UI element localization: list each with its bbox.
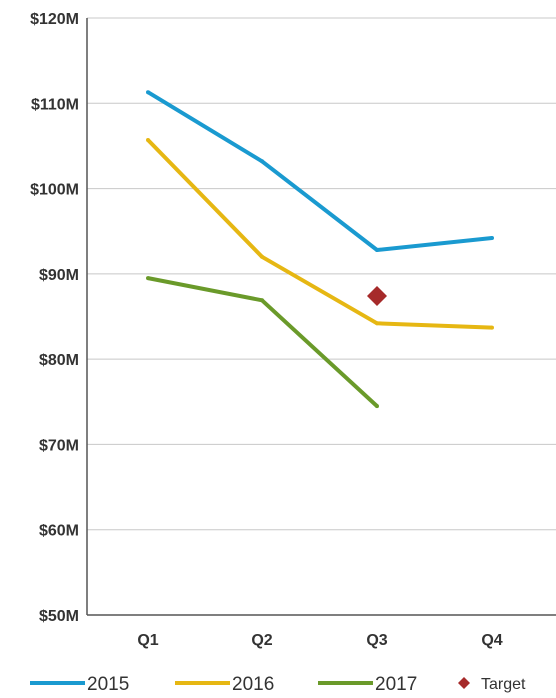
legend: 2015 2016 2017 Target — [30, 674, 526, 695]
y-tick-labels: $50M $60M $70M $80M $90M $100M $110M $120M — [30, 11, 79, 625]
y-tick-label: $60M — [39, 523, 79, 540]
legend-swatch-target — [458, 677, 470, 689]
target-markers — [367, 286, 387, 307]
x-tick-labels: Q1 Q2 Q3 Q4 — [137, 632, 502, 649]
legend-label-2017: 2017 — [375, 674, 417, 695]
data-point-2016-Q2 — [260, 254, 264, 259]
data-point-2017-Q3 — [375, 404, 379, 409]
y-tick-label: $90M — [39, 267, 79, 284]
y-tick-label: $120M — [30, 11, 79, 28]
legend-label-target: Target — [481, 676, 526, 693]
data-point-2015-Q2 — [260, 159, 264, 164]
series-lines — [146, 90, 494, 409]
data-point-2017-Q2 — [260, 298, 264, 303]
gridlines — [87, 17, 556, 531]
data-point-2016-Q1 — [146, 138, 150, 142]
data-point-2015-Q1 — [146, 90, 150, 95]
y-tick-label: $70M — [39, 437, 79, 454]
data-point-2017-Q1 — [146, 276, 150, 281]
y-tick-label: $110M — [31, 96, 79, 113]
y-tick-label: $50M — [39, 608, 79, 625]
x-tick-label: Q1 — [137, 632, 158, 649]
legend-label-2016: 2016 — [232, 674, 274, 695]
data-point-2016-Q3 — [375, 321, 379, 326]
x-tick-label: Q2 — [251, 632, 272, 649]
data-point-2015-Q4 — [490, 236, 494, 240]
x-tick-label: Q4 — [481, 632, 502, 649]
x-tick-label: Q3 — [366, 632, 387, 649]
data-point-2015-Q3 — [375, 248, 379, 252]
data-point-2016-Q4 — [490, 325, 494, 330]
series-line-2015 — [146, 90, 493, 252]
series-line-2016 — [146, 138, 493, 330]
y-tick-label: $100M — [30, 182, 79, 199]
series-line-2017 — [147, 276, 379, 408]
y-tick-label: $80M — [39, 352, 79, 369]
legend-label-2015: 2015 — [87, 674, 129, 695]
target-marker — [367, 286, 387, 307]
